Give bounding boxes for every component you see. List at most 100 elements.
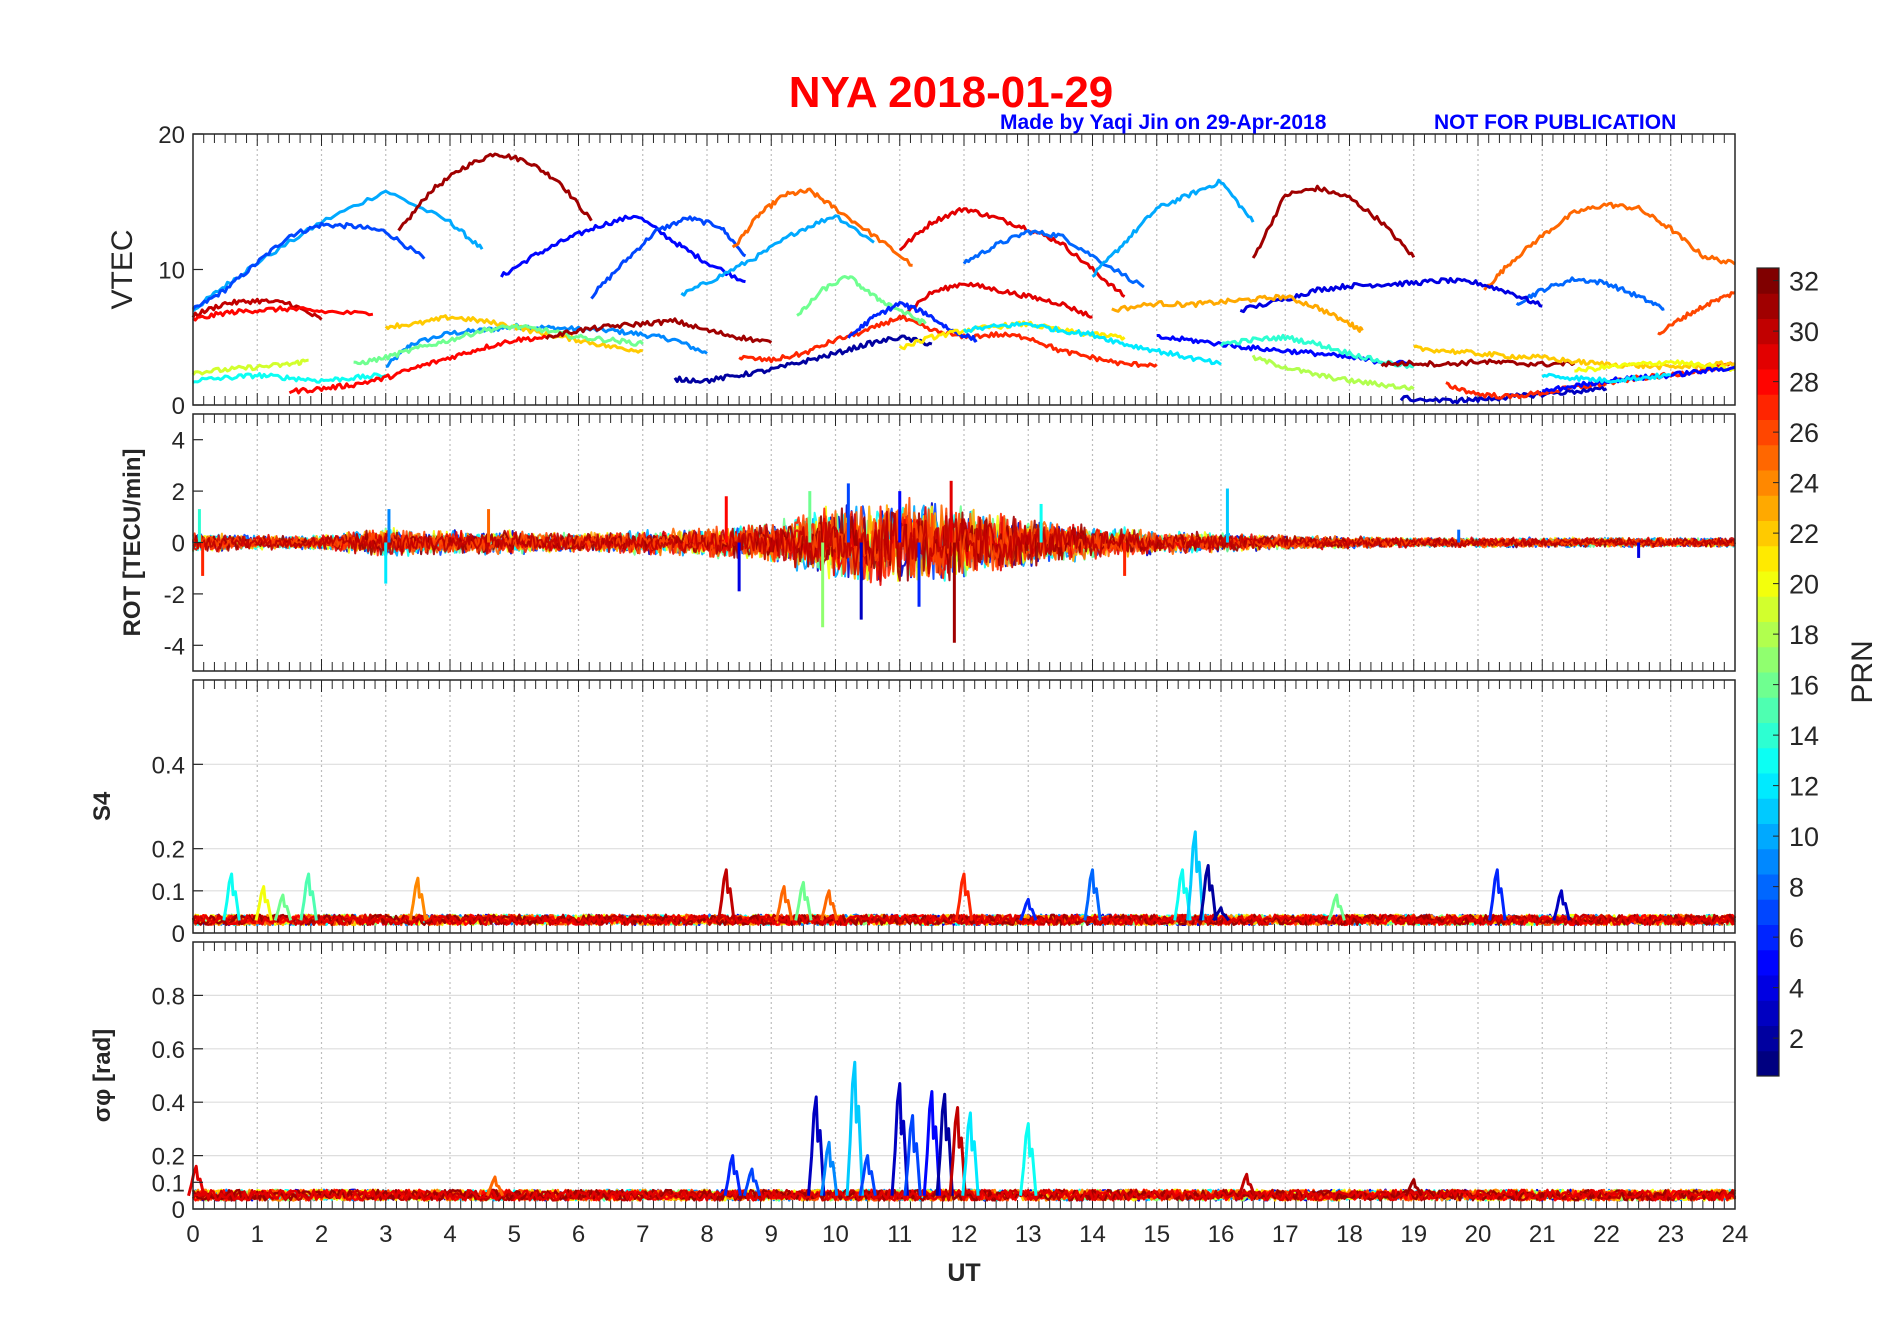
vtec-series-line [731,187,913,267]
s4-spike [717,868,736,921]
x-tick-label: 21 [1529,1221,1556,1248]
sigma_phi-spike [819,1140,839,1196]
vtec-series-line [1251,184,1416,259]
sigma_phi-spike [922,1090,942,1196]
vtec-series-line [1111,293,1364,333]
vtec-series-line [680,214,875,297]
s4-spike [794,880,813,921]
s4-spike [1488,868,1507,921]
figure-title: NYA 2018-01-29 [788,68,1114,117]
x-tick-label: 8 [700,1221,713,1248]
colorbar-segment [1757,848,1779,875]
y-tick-label: 0.1 [152,1170,185,1197]
y-tick-label: 0.1 [152,879,185,906]
vtec-series-line [1091,178,1255,278]
sigma_phi-spike [903,1114,922,1196]
y-tick-label: -4 [164,633,185,660]
colorbar-segment [1757,419,1779,446]
x-tick-label: 3 [379,1221,392,1248]
x-axis-label: UT [947,1259,980,1287]
sigma_phi-spike [890,1082,909,1196]
vtec-series-line [353,323,644,366]
colorbar-segment [1757,747,1779,774]
x-tick-label: 9 [765,1221,778,1248]
colorbar-segment [1757,470,1779,496]
s4-spike [408,876,428,921]
s4-spike [222,872,241,921]
vtec-series-line [847,301,978,343]
vtec-series-line [898,207,1126,298]
x-tick-label: 7 [636,1221,649,1248]
s4-spike [1019,897,1038,921]
vtec-series-line [397,152,593,232]
vtec-series-line [192,305,374,322]
x-tick-label: 5 [508,1221,521,1248]
s4-spike [1083,868,1102,921]
sigma_phi-spike [961,1111,980,1196]
y-tick-label: 0.6 [152,1037,185,1064]
vtec-series-line [673,334,933,384]
colorbar-segment [1757,646,1779,673]
colorbar-segment [1757,722,1779,749]
colorbar-tick-label: 26 [1789,418,1819,448]
colorbar-segment [1757,874,1779,900]
colorbar-tick-label: 16 [1789,671,1819,701]
vtec-series-line [1574,359,1736,373]
vtec-series-line [1657,291,1736,336]
vtec-panel: 0 10 20 VTEC [106,122,1737,420]
vtec-series-line [1239,276,1543,314]
colorbar-tick-label: 4 [1789,974,1804,1004]
vtec-series-line [796,275,927,325]
colorbar-tick-label: 2 [1789,1024,1804,1054]
colorbar-tick-label: 18 [1789,620,1819,650]
colorbar-tick-label: 6 [1789,923,1804,953]
x-tick-label: 6 [572,1221,585,1248]
vtec-series-line [962,321,1222,366]
y-axis-label: VTEC [106,229,139,309]
colorbar-segment [1757,899,1779,925]
colorbar-tick-label: 8 [1789,873,1804,903]
colorbar-segment [1757,571,1779,597]
x-tick-label: 24 [1722,1221,1749,1248]
sigma-phi-panel: 00.10.20.40.60.80 1 2 3 4 5 6 7 8 9 10 11 12 13 14 15 16… [89,941,1749,1287]
colorbar-tick-label: 10 [1789,822,1819,852]
y-axis-label: ROT [TECU/min] [119,449,146,637]
s4-series-line [192,913,1736,926]
s4-spike [273,893,293,921]
colorbar-segment [1757,596,1779,622]
vtec-series-line [1541,372,1672,384]
s4-spike [299,872,318,921]
s4-panel: 0 0.1 0.2 0.4 S4 [89,679,1737,948]
s4-spike [774,885,794,921]
colorbar-tick-label: 32 [1789,267,1819,297]
vtec-series-line [590,215,747,300]
x-tick-label: 14 [1079,1221,1106,1248]
x-tick-label: 13 [1015,1221,1042,1248]
sigma_phi-series-line [192,1188,1736,1202]
sigma_phi-spike [1019,1122,1038,1196]
s4-spike [954,872,974,921]
colorbar-segment [1757,798,1779,824]
x-tick-label: 20 [1465,1221,1492,1248]
x-tick-label: 12 [951,1221,978,1248]
sigma_phi-spike [1237,1172,1256,1197]
sigma_phi-spike [807,1095,826,1196]
colorbar-segment [1757,621,1779,648]
plot-frame [192,941,1736,1210]
vtec-series-line [500,214,746,284]
colorbar-segment [1757,520,1779,547]
y-tick-label: 0.2 [152,1144,185,1171]
colorbar-tick-label: 12 [1789,772,1819,802]
colorbar-label: PRN [1846,640,1879,703]
colorbar-segment [1757,949,1779,976]
vtec-series-line [192,372,387,384]
colorbar-tick-label: 30 [1789,317,1819,347]
vtec-series-line [545,317,773,344]
vtec-series-line [1219,333,1415,369]
s4-spike [1552,889,1571,921]
vtec-series-line [1380,358,1576,368]
vtec-series-line [1251,354,1415,391]
colorbar-segment [1757,444,1779,471]
vtec-series-line [1515,276,1665,311]
